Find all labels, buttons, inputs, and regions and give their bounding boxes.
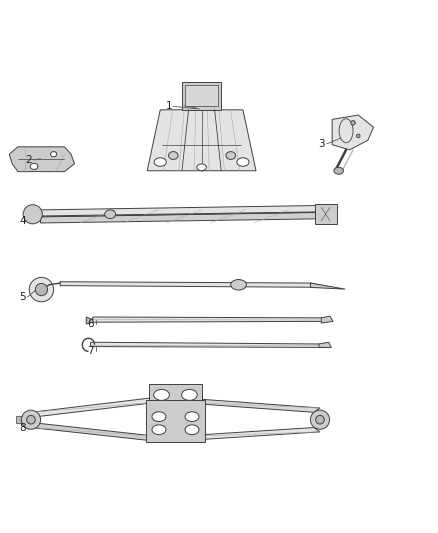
Ellipse shape — [35, 284, 47, 296]
Bar — [149, 384, 201, 400]
Polygon shape — [165, 397, 320, 413]
Text: 3: 3 — [318, 139, 325, 149]
Bar — [146, 400, 205, 442]
Ellipse shape — [152, 425, 166, 434]
Ellipse shape — [23, 205, 42, 224]
Ellipse shape — [334, 167, 343, 174]
Ellipse shape — [30, 163, 38, 169]
Bar — [16, 416, 22, 423]
Polygon shape — [147, 110, 256, 171]
Ellipse shape — [154, 158, 166, 166]
Text: 4: 4 — [19, 216, 25, 226]
Polygon shape — [311, 283, 345, 289]
Text: 1: 1 — [166, 101, 172, 111]
Text: 7: 7 — [87, 346, 94, 357]
Ellipse shape — [182, 390, 197, 400]
Ellipse shape — [50, 151, 57, 157]
Ellipse shape — [152, 412, 166, 422]
Polygon shape — [93, 317, 328, 322]
Ellipse shape — [231, 279, 247, 290]
Ellipse shape — [316, 415, 324, 424]
Text: 2: 2 — [25, 155, 32, 165]
Polygon shape — [39, 206, 332, 216]
Ellipse shape — [21, 410, 41, 429]
Polygon shape — [31, 397, 165, 417]
Polygon shape — [60, 282, 332, 287]
Polygon shape — [319, 342, 331, 348]
Ellipse shape — [237, 158, 249, 166]
Ellipse shape — [27, 415, 35, 424]
Ellipse shape — [226, 151, 236, 159]
Polygon shape — [41, 213, 332, 223]
Ellipse shape — [197, 164, 206, 171]
Ellipse shape — [357, 134, 360, 138]
Polygon shape — [9, 147, 74, 172]
Ellipse shape — [351, 120, 355, 125]
Polygon shape — [165, 427, 320, 441]
Bar — [185, 85, 218, 107]
Polygon shape — [315, 204, 336, 224]
Ellipse shape — [311, 410, 329, 429]
Text: 6: 6 — [87, 319, 94, 329]
Polygon shape — [86, 317, 93, 324]
Text: 5: 5 — [19, 292, 25, 302]
Polygon shape — [332, 115, 374, 150]
Polygon shape — [91, 342, 327, 348]
Text: 8: 8 — [19, 423, 25, 433]
Ellipse shape — [185, 425, 199, 434]
Ellipse shape — [29, 277, 53, 302]
Ellipse shape — [105, 210, 116, 219]
Polygon shape — [321, 316, 333, 323]
Ellipse shape — [169, 151, 178, 159]
Ellipse shape — [154, 390, 170, 400]
Bar — [182, 82, 221, 110]
Ellipse shape — [185, 412, 199, 422]
Polygon shape — [31, 423, 165, 441]
